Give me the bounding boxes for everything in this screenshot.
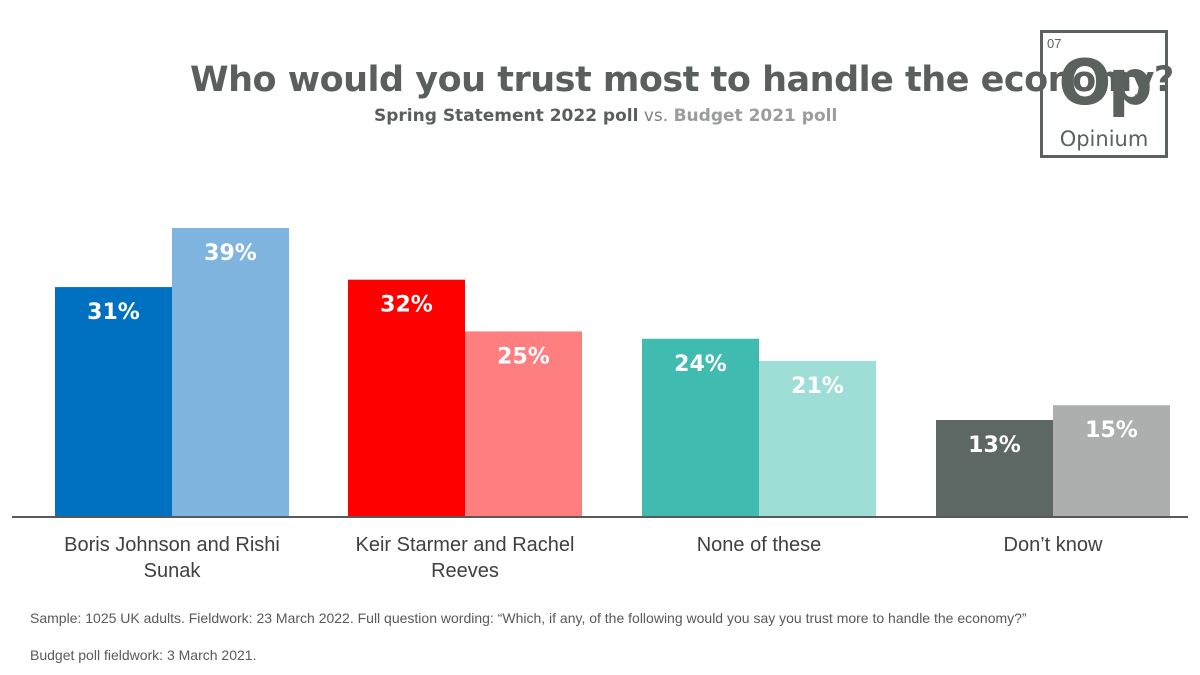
- subtitle-series-2022: Spring Statement 2022 poll: [374, 106, 639, 126]
- opinium-logo: 07 Op Opinium: [1040, 30, 1168, 158]
- data-label-2022-2: 24%: [674, 352, 727, 377]
- category-label-1-line-0: Keir Starmer and Rachel: [356, 534, 575, 556]
- footnote-budget-fieldwork: Budget poll fieldwork: 3 March 2021.: [30, 647, 257, 663]
- bar-2021-3: [1053, 405, 1170, 516]
- bar-2022-0: [55, 287, 172, 516]
- chart-subtitle: Spring Statement 2022 poll vs. Budget 20…: [374, 106, 854, 126]
- category-label-1-line-1: Reeves: [431, 560, 499, 582]
- bar-2022-1: [348, 279, 465, 516]
- data-label-2022-1: 32%: [380, 293, 433, 318]
- data-label-2021-2: 21%: [791, 374, 844, 399]
- bar-chart: 31% 32% 24% 13% 39% 25% 21% 15% Boris Johnson an…: [12, 228, 1188, 582]
- data-label-2021-3: 15%: [1085, 418, 1138, 443]
- bar-2021-1: [465, 331, 582, 516]
- bar-2022-2: [642, 338, 759, 516]
- bar-2022-3: [936, 420, 1053, 516]
- data-label-2022-3: 13%: [968, 433, 1021, 458]
- category-label-3-line-0: Don’t know: [1004, 534, 1103, 556]
- chart-title: Who would you trust most to handle the e…: [190, 60, 1174, 100]
- subtitle-series-2021: Budget 2021 poll: [673, 106, 838, 126]
- category-label-0-line-1: Sunak: [144, 560, 202, 582]
- bar-2021-0: [172, 228, 289, 516]
- category-label-0-line-0: Boris Johnson and Rishi: [64, 534, 280, 556]
- subtitle-vs: vs.: [643, 106, 669, 126]
- bar-2021-2: [759, 360, 876, 516]
- logo-symbol: Op: [1058, 46, 1152, 119]
- logo-name: Opinium: [1059, 127, 1149, 151]
- logo-number: 07: [1047, 36, 1062, 51]
- footnote-sample: Sample: 1025 UK adults. Fieldwork: 23 Ma…: [30, 610, 1027, 626]
- category-label-2-line-0: None of these: [697, 534, 822, 556]
- data-label-2021-0: 39%: [204, 241, 257, 266]
- data-label-2021-1: 25%: [497, 344, 550, 369]
- data-label-2022-0: 31%: [87, 300, 140, 325]
